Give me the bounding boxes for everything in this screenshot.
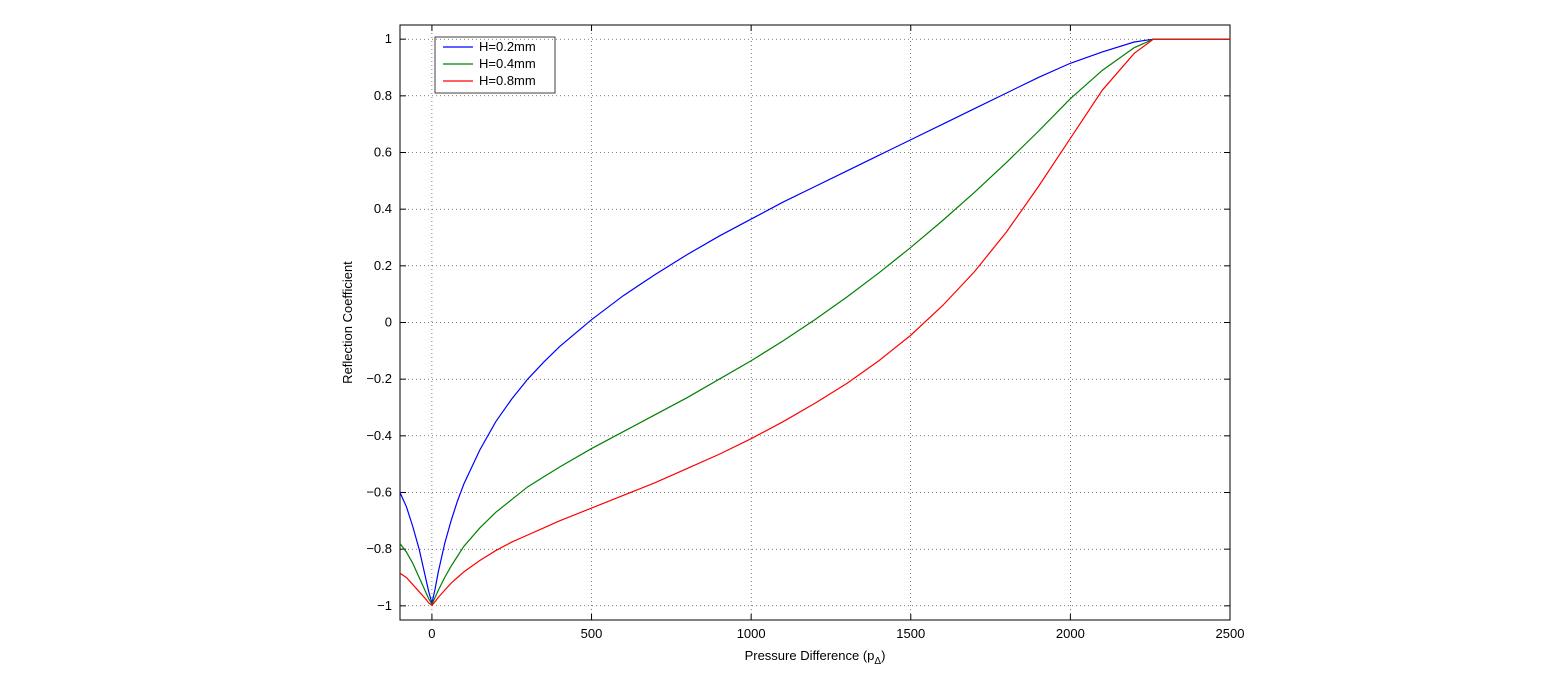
legend-label: H=0.2mm [479,39,536,54]
legend-label: H=0.8mm [479,73,536,88]
chart-background [0,0,1564,696]
chart-svg: 0 500 1000 1500 2000 2500 −1 −0.8 −0.6 −0.4 −0.2 0 0… [0,0,1564,696]
y-tick-label: 1 [385,31,392,46]
x-tick-label: 1000 [737,626,766,641]
legend-label: H=0.4mm [479,56,536,71]
y-tick-label: 0.6 [374,145,392,160]
y-tick-label: −1 [377,598,392,613]
y-tick-label: −0.6 [366,485,392,500]
x-tick-label: 2500 [1216,626,1245,641]
y-tick-label: 0.8 [374,88,392,103]
x-tick-label: 500 [581,626,603,641]
y-tick-label: 0.4 [374,201,392,216]
y-tick-label: −0.8 [366,541,392,556]
chart-container: 0 500 1000 1500 2000 2500 −1 −0.8 −0.6 −0.4 −0.2 0 0… [0,0,1564,696]
x-tick-label: 2000 [1056,626,1085,641]
y-tick-label: −0.4 [366,428,392,443]
y-axis-label: Reflection Coefficient [340,261,355,384]
y-tick-label: −0.2 [366,371,392,386]
x-tick-label: 0 [428,626,435,641]
y-tick-label: 0 [385,315,392,330]
y-tick-label: 0.2 [374,258,392,273]
x-tick-label: 1500 [896,626,925,641]
